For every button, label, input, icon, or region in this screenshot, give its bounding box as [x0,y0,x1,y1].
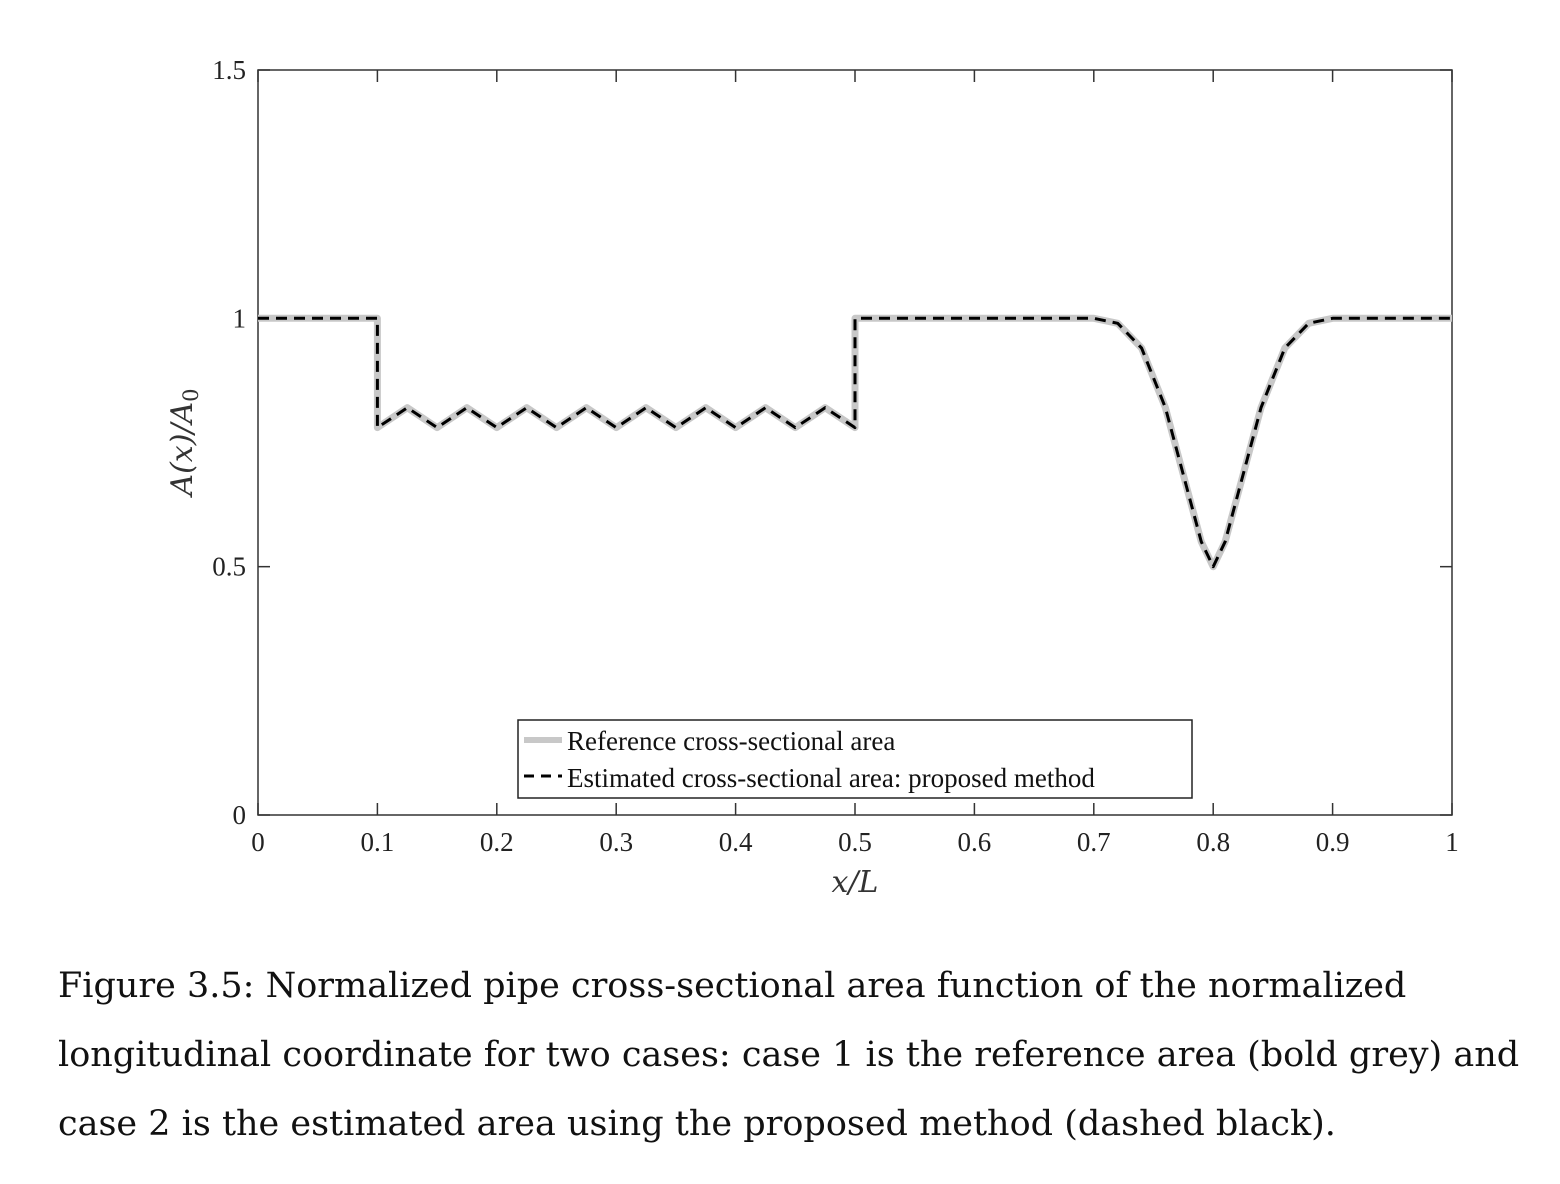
x-tick-label-5: 0.5 [838,827,872,857]
x-tick-label-8: 0.8 [1196,827,1230,857]
y-tick-label-3: 1.5 [212,55,246,85]
axis-ticks: 0 0.1 0.2 0.3 0.4 0.5 0.6 0.7 0.8 0.9 1 0 0.5 1 1.5 [212,55,1459,857]
legend-label-reference: Reference cross-sectional area [567,726,895,756]
x-tick-label-2: 0.2 [480,827,514,857]
figure: 0 0.1 0.2 0.3 0.4 0.5 0.6 0.7 0.8 0.9 1 0 0.5 1 1.5 x/… [165,55,1459,900]
x-tick-label-4: 0.4 [719,827,753,857]
legend-label-estimated: Estimated cross-sectional area: proposed… [567,763,1095,793]
series-line-estimated [258,316,1452,569]
y-axis-label: A(x)/A0 [165,388,203,498]
line-chart: 0 0.1 0.2 0.3 0.4 0.5 0.6 0.7 0.8 0.9 1 0 0.5 1 1.5 x/… [165,55,1459,900]
x-axis-label: x/L [832,865,879,900]
legend: Reference cross-sectional area Estimated… [517,719,1193,799]
x-tick-label-10: 1 [1445,827,1459,857]
y-tick-label-1: 0.5 [212,552,246,582]
x-tick-label-1: 0.1 [361,827,395,857]
plot-frame [257,69,1453,816]
x-tick-label-9: 0.9 [1316,827,1350,857]
series-layer [258,314,1452,571]
legend-box [517,719,1193,799]
y-tick-label-2: 1 [233,303,247,333]
x-tick-label-7: 0.7 [1077,827,1111,857]
x-tick-label-3: 0.3 [599,827,633,857]
x-tick-label-6: 0.6 [958,827,992,857]
x-tick-label-0: 0 [251,827,265,857]
figure-caption: Figure 3.5: Normalized pipe cross-sectio… [58,966,1520,1144]
y-tick-label-0: 0 [233,800,247,830]
